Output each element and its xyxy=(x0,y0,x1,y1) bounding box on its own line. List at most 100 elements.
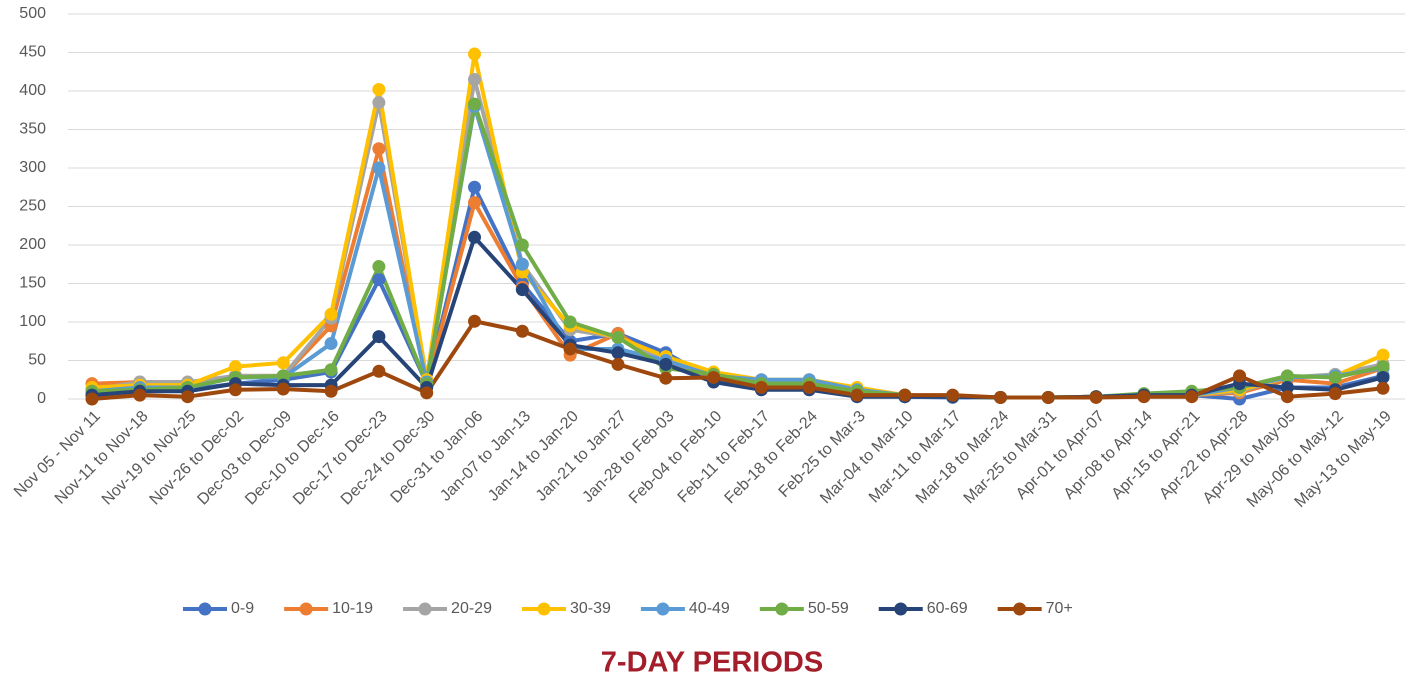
y-tick-label: 400 xyxy=(19,82,46,99)
y-tick-label: 50 xyxy=(28,352,46,369)
x-axis-title: 7-DAY PERIODS xyxy=(601,647,823,679)
x-tick-label: Apr-01 to Apr-07 xyxy=(1013,408,1108,503)
series-line xyxy=(91,52,1384,400)
series-line xyxy=(91,104,1384,400)
data-point xyxy=(946,388,960,402)
data-point xyxy=(1376,360,1390,374)
y-tick-label: 250 xyxy=(19,198,46,215)
data-point xyxy=(611,357,625,371)
data-point xyxy=(563,315,577,329)
data-point xyxy=(563,342,577,356)
x-tick-label: Jan-07 to Jan-13 xyxy=(437,408,534,505)
legend-marker xyxy=(656,602,670,616)
data-point xyxy=(372,142,386,156)
legend-label: 70+ xyxy=(1046,600,1073,617)
data-point xyxy=(1328,387,1342,401)
data-point xyxy=(228,383,242,397)
data-point xyxy=(1280,369,1294,383)
data-point xyxy=(228,360,242,374)
y-tick-label: 450 xyxy=(19,44,46,61)
data-point xyxy=(1185,390,1199,404)
data-point xyxy=(420,386,434,400)
y-tick-label: 350 xyxy=(19,121,46,138)
legend-marker xyxy=(775,602,789,616)
data-point xyxy=(898,388,912,402)
data-point xyxy=(1376,381,1390,395)
data-point xyxy=(993,390,1007,404)
x-tick-label: Nov 05 - Nov 11 xyxy=(11,408,104,501)
data-point xyxy=(850,388,864,402)
legend-label: 10-19 xyxy=(332,600,373,617)
data-point xyxy=(611,346,625,360)
data-point xyxy=(372,364,386,378)
legend-label: 30-39 xyxy=(570,600,611,617)
data-point xyxy=(468,97,482,111)
legend-marker xyxy=(894,602,908,616)
data-point xyxy=(659,371,673,385)
data-point xyxy=(707,370,721,384)
data-point xyxy=(611,330,625,344)
x-tick-label: Jan-14 to Jan-20 xyxy=(485,408,582,505)
legend-marker xyxy=(418,602,432,616)
x-tick-label: Jan-21 to Jan-27 xyxy=(533,408,630,505)
data-point xyxy=(468,180,482,194)
legend-marker xyxy=(1013,602,1027,616)
data-point xyxy=(133,388,147,402)
series-line xyxy=(91,319,1384,401)
data-point xyxy=(1280,390,1294,404)
data-point xyxy=(372,273,386,287)
series-line xyxy=(91,102,1384,400)
y-tick-label: 300 xyxy=(19,159,46,176)
y-tick-label: 0 xyxy=(37,390,46,407)
data-point xyxy=(1280,380,1294,394)
legend-label: 40-49 xyxy=(689,600,730,617)
series-line xyxy=(91,77,1384,400)
data-point xyxy=(324,384,338,398)
data-point xyxy=(372,96,386,110)
data-point xyxy=(324,363,338,377)
legend-label: 20-29 xyxy=(451,600,492,617)
data-point xyxy=(85,392,99,406)
legend-label: 60-69 xyxy=(927,600,968,617)
x-tick-label: Apr-15 to Apr-21 xyxy=(1109,408,1204,503)
data-point xyxy=(372,161,386,175)
data-point xyxy=(802,380,816,394)
legend-marker xyxy=(299,602,313,616)
x-tick-label: Apr-22 to Apr-28 xyxy=(1156,408,1251,503)
data-point xyxy=(181,390,195,404)
data-point xyxy=(1233,369,1247,383)
data-point xyxy=(276,369,290,383)
x-tick-label: Apr-08 to Apr-14 xyxy=(1061,408,1156,503)
data-point xyxy=(659,357,673,371)
data-point xyxy=(468,47,482,61)
data-point xyxy=(372,330,386,344)
data-point xyxy=(1376,370,1390,384)
y-tick-label: 150 xyxy=(19,275,46,292)
data-point xyxy=(515,238,529,252)
data-point xyxy=(1137,390,1151,404)
data-point xyxy=(276,356,290,370)
data-point xyxy=(754,380,768,394)
data-point xyxy=(276,382,290,396)
data-point xyxy=(372,82,386,96)
data-point xyxy=(1376,348,1390,362)
legend-marker xyxy=(198,602,212,616)
data-point xyxy=(1041,390,1055,404)
data-point xyxy=(1328,370,1342,384)
data-point xyxy=(468,230,482,244)
data-point xyxy=(468,72,482,86)
data-point xyxy=(468,314,482,328)
data-point xyxy=(324,337,338,351)
data-point xyxy=(515,283,529,297)
x-tick-label: Feb-25 to Mar-3 xyxy=(776,408,869,501)
legend-label: 0-9 xyxy=(231,600,254,617)
legend-label: 50-59 xyxy=(808,600,849,617)
legend-marker xyxy=(537,602,551,616)
data-point xyxy=(515,324,529,338)
y-tick-label: 500 xyxy=(19,5,46,22)
data-point xyxy=(372,260,386,274)
data-point xyxy=(468,196,482,210)
data-point xyxy=(324,307,338,321)
y-tick-label: 200 xyxy=(19,236,46,253)
